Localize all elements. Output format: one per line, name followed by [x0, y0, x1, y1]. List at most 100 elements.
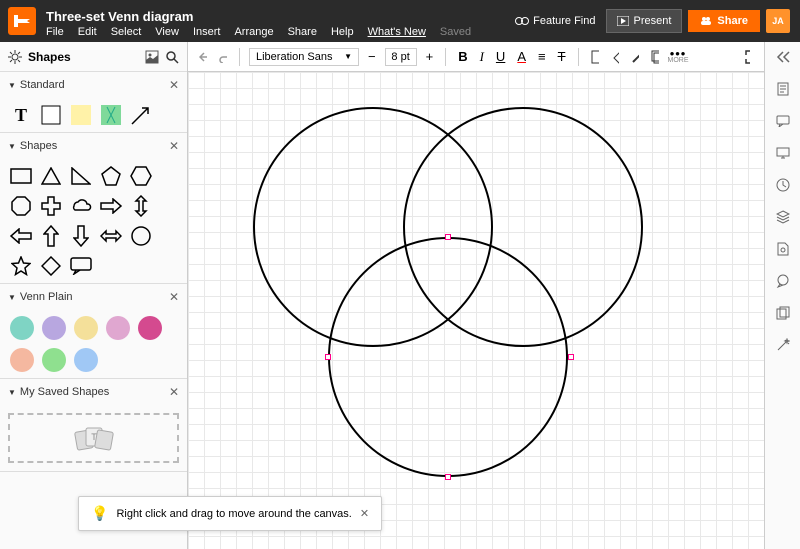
doc-icon[interactable]	[774, 80, 792, 98]
menu-whats-new[interactable]: What's New	[368, 26, 426, 38]
category-header[interactable]: ▼Venn Plain✕	[0, 284, 187, 310]
font-size-input[interactable]: 8 pt	[385, 48, 417, 66]
selection-handle[interactable]	[568, 354, 574, 360]
shape-hexagon[interactable]	[130, 165, 152, 187]
selection-handle[interactable]	[445, 474, 451, 480]
wand-icon[interactable]	[774, 336, 792, 354]
feature-find[interactable]: Feature Find	[515, 15, 595, 27]
menu-file[interactable]: File	[46, 26, 64, 38]
menu-arrange[interactable]: Arrange	[234, 26, 273, 38]
chat-icon[interactable]	[774, 272, 792, 290]
shape-rect[interactable]	[10, 165, 32, 187]
saved-shapes-empty[interactable]: T	[8, 413, 179, 463]
shape-cloud[interactable]	[70, 195, 92, 217]
venn-color-1[interactable]	[42, 316, 66, 340]
text-color-button[interactable]: A	[514, 49, 529, 64]
shape-arrow-up[interactable]	[40, 225, 62, 247]
line-style-icon[interactable]	[628, 50, 642, 64]
menu-help[interactable]: Help	[331, 26, 354, 38]
shape-octagon[interactable]	[10, 195, 32, 217]
shape-callout[interactable]	[70, 255, 92, 277]
close-icon[interactable]: ✕	[169, 139, 179, 153]
user-avatar[interactable]: JA	[766, 9, 790, 33]
category-label: Shapes	[20, 140, 169, 152]
font-select[interactable]: Liberation Sans▼	[249, 48, 359, 66]
menu-view[interactable]: View	[155, 26, 179, 38]
venn-color-3[interactable]	[106, 316, 130, 340]
shape-options-icon[interactable]	[648, 50, 662, 64]
left-sidebar: Shapes ▼Standard✕ T ▼Shapes✕	[0, 42, 188, 549]
menu-select[interactable]: Select	[111, 26, 142, 38]
shape-arrow-left[interactable]	[10, 225, 32, 247]
shape-arrow[interactable]	[130, 104, 152, 126]
comment-icon[interactable]	[774, 112, 792, 130]
binoculars-icon	[515, 16, 529, 26]
border-icon[interactable]	[588, 50, 602, 64]
shape-diamond[interactable]	[40, 255, 62, 277]
venn-color-0[interactable]	[10, 316, 34, 340]
shape-pentagon[interactable]	[100, 165, 122, 187]
align-button[interactable]: ≡	[535, 49, 549, 64]
clear-format-button[interactable]: T	[555, 49, 569, 64]
category-header[interactable]: ▼My Saved Shapes✕	[0, 379, 187, 405]
image-icon[interactable]	[145, 50, 159, 64]
search-icon[interactable]	[165, 50, 179, 64]
font-size-minus[interactable]: −	[365, 49, 379, 64]
gear-icon[interactable]	[8, 50, 22, 64]
selection-handle[interactable]	[445, 234, 451, 240]
canvas[interactable]	[188, 72, 764, 549]
layers-icon[interactable]	[774, 208, 792, 226]
shape-triangle[interactable]	[40, 165, 62, 187]
present-label: Present	[634, 15, 672, 27]
clock-icon[interactable]	[774, 176, 792, 194]
venn-color-5[interactable]	[10, 348, 34, 372]
fill-icon[interactable]	[608, 50, 622, 64]
category-venn-plain: ▼Venn Plain✕	[0, 284, 187, 379]
people-icon	[700, 16, 712, 26]
shape-note-yellow[interactable]	[70, 104, 92, 126]
copy-icon[interactable]	[774, 304, 792, 322]
menu-insert[interactable]: Insert	[193, 26, 221, 38]
undo-icon[interactable]	[196, 51, 210, 63]
category-standard: ▼Standard✕ T	[0, 72, 187, 133]
category-header[interactable]: ▼Standard✕	[0, 72, 187, 98]
close-icon[interactable]: ✕	[169, 385, 179, 399]
close-icon[interactable]: ✕	[169, 290, 179, 304]
font-size-plus[interactable]: +	[423, 49, 437, 64]
selection-handle[interactable]	[325, 354, 331, 360]
page-icon[interactable]	[774, 240, 792, 258]
underline-button[interactable]: U	[493, 49, 508, 64]
shape-arrow-right[interactable]	[100, 195, 122, 217]
menu-share[interactable]: Share	[288, 26, 317, 38]
shape-star[interactable]	[10, 255, 32, 277]
shape-square[interactable]	[40, 104, 62, 126]
font-label: Liberation Sans	[256, 51, 332, 63]
collapse-icon[interactable]	[774, 48, 792, 66]
document-title[interactable]: Three-set Venn diagram	[46, 5, 515, 24]
shape-circle[interactable]	[130, 225, 152, 247]
close-icon[interactable]: ✕	[169, 78, 179, 92]
venn-color-6[interactable]	[42, 348, 66, 372]
shape-text[interactable]: T	[10, 104, 32, 126]
fullscreen-icon[interactable]	[742, 50, 756, 64]
shape-arrow-down[interactable]	[70, 225, 92, 247]
venn-color-2[interactable]	[74, 316, 98, 340]
slides-icon[interactable]	[774, 144, 792, 162]
italic-button[interactable]: I	[477, 49, 487, 65]
app-logo[interactable]	[8, 7, 36, 35]
menu-edit[interactable]: Edit	[78, 26, 97, 38]
close-icon[interactable]: ✕	[360, 507, 369, 520]
shape-arrow-both[interactable]	[100, 225, 122, 247]
present-button[interactable]: Present	[606, 9, 683, 33]
venn-circle[interactable]	[328, 237, 568, 477]
venn-color-7[interactable]	[74, 348, 98, 372]
category-header[interactable]: ▼Shapes✕	[0, 133, 187, 159]
shape-right-triangle[interactable]	[70, 165, 92, 187]
shape-arrow-updown[interactable]	[130, 195, 152, 217]
venn-color-4[interactable]	[138, 316, 162, 340]
shape-plus[interactable]	[40, 195, 62, 217]
share-button[interactable]: Share	[688, 10, 760, 32]
bold-button[interactable]: B	[455, 49, 470, 64]
shape-note-green[interactable]	[100, 104, 122, 126]
redo-icon[interactable]	[216, 51, 230, 63]
